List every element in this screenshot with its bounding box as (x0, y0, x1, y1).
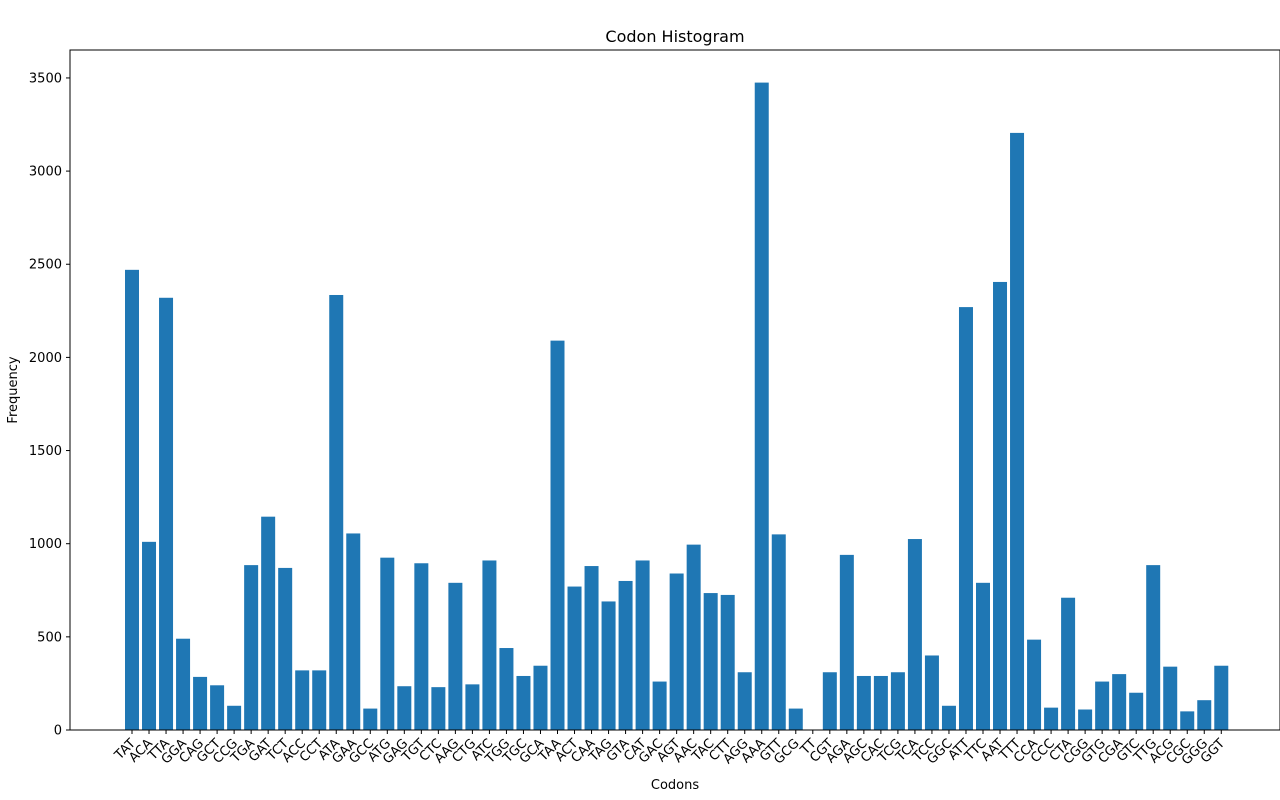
bar-ttc (976, 582, 990, 730)
bar-agg (737, 672, 752, 730)
bar-aat (993, 281, 1008, 730)
bar-acc (295, 670, 310, 730)
bar-ttg (1146, 565, 1161, 730)
bar-tat (125, 269, 139, 730)
bar-tca (907, 539, 922, 730)
bar-atc (482, 560, 497, 730)
bar-tta (159, 297, 174, 730)
bar-gcg (788, 708, 803, 730)
bar-cca (1027, 639, 1042, 730)
bar-tag (601, 601, 616, 730)
x-axis-ticks: TATACATTAGGACAGGCTCCGTGAGATTCTACCCCTATAG… (111, 730, 1228, 768)
bar-atg (380, 557, 395, 730)
bars-group (125, 82, 1229, 731)
bar-act (567, 586, 582, 730)
bar-gcc (363, 708, 378, 730)
bar-gac (652, 681, 667, 730)
bar-gtc (1129, 692, 1144, 730)
bar-gct (210, 685, 225, 730)
bar-gga (176, 638, 191, 730)
y-tick-label: 3000 (29, 165, 62, 180)
bar-ccc (1044, 707, 1059, 730)
y-tick-label: 2000 (29, 351, 62, 366)
bar-gta (618, 580, 633, 730)
bar-ctt (720, 594, 735, 730)
bar-aga (839, 554, 854, 730)
y-tick-label: 500 (37, 630, 62, 645)
bar-gtt (771, 534, 786, 730)
plot-frame (69, 49, 1280, 731)
bar-cgt (822, 672, 837, 730)
bar-cac (873, 675, 888, 730)
bar-caa (584, 566, 599, 730)
bar-tgt (414, 563, 429, 730)
bar-tac (703, 593, 718, 730)
bar-ccg (227, 705, 242, 730)
bar-ggg (1197, 700, 1212, 730)
bar-tcg (890, 672, 905, 730)
y-tick-label: 0 (54, 724, 62, 739)
bar-cgc (1180, 711, 1195, 730)
y-tick-label: 3500 (29, 71, 62, 86)
bar-gca (533, 665, 548, 730)
bar-ata (329, 294, 344, 730)
y-axis-ticks: 0 500 1000 1500 2000 2500 3000 3500 (29, 71, 70, 739)
chart-title: Codon Histogram (605, 27, 744, 46)
bar-tga (244, 565, 259, 730)
bar-aaa (754, 82, 769, 731)
bar-cgg (1078, 709, 1093, 730)
bar-cga (1112, 674, 1127, 730)
x-axis-label: Codons (651, 778, 699, 793)
bar-aca (142, 541, 157, 730)
bar-acg (1163, 666, 1178, 730)
bar-taa (550, 340, 565, 730)
bar-gtg (1095, 681, 1110, 730)
bar-gag (397, 686, 412, 730)
bar-ctg (465, 684, 480, 730)
bar-cag (193, 676, 208, 730)
bar-cta (1061, 597, 1076, 730)
bar-ctc (431, 687, 446, 730)
y-axis-label: Frequency (6, 356, 21, 423)
bar-agt (669, 573, 684, 730)
bar-gat (261, 516, 276, 730)
bar-tgc (516, 675, 531, 730)
bar-cat (635, 560, 650, 730)
y-tick-label: 2500 (29, 258, 62, 273)
bar-ggc (941, 705, 956, 730)
bar-ggt (1214, 665, 1229, 730)
bar-att (958, 307, 973, 730)
bar-tct (278, 567, 293, 730)
bar-cct (312, 670, 327, 730)
bar-tgg (499, 648, 514, 730)
y-tick-label: 1000 (29, 537, 62, 552)
bar-agc (856, 675, 871, 730)
bar-tcc (924, 655, 939, 730)
bar-ttt (1010, 132, 1025, 730)
bar-aag (448, 582, 463, 730)
bar-gaa (346, 533, 361, 730)
bar-aac (686, 544, 701, 730)
y-tick-label: 1500 (29, 444, 62, 459)
